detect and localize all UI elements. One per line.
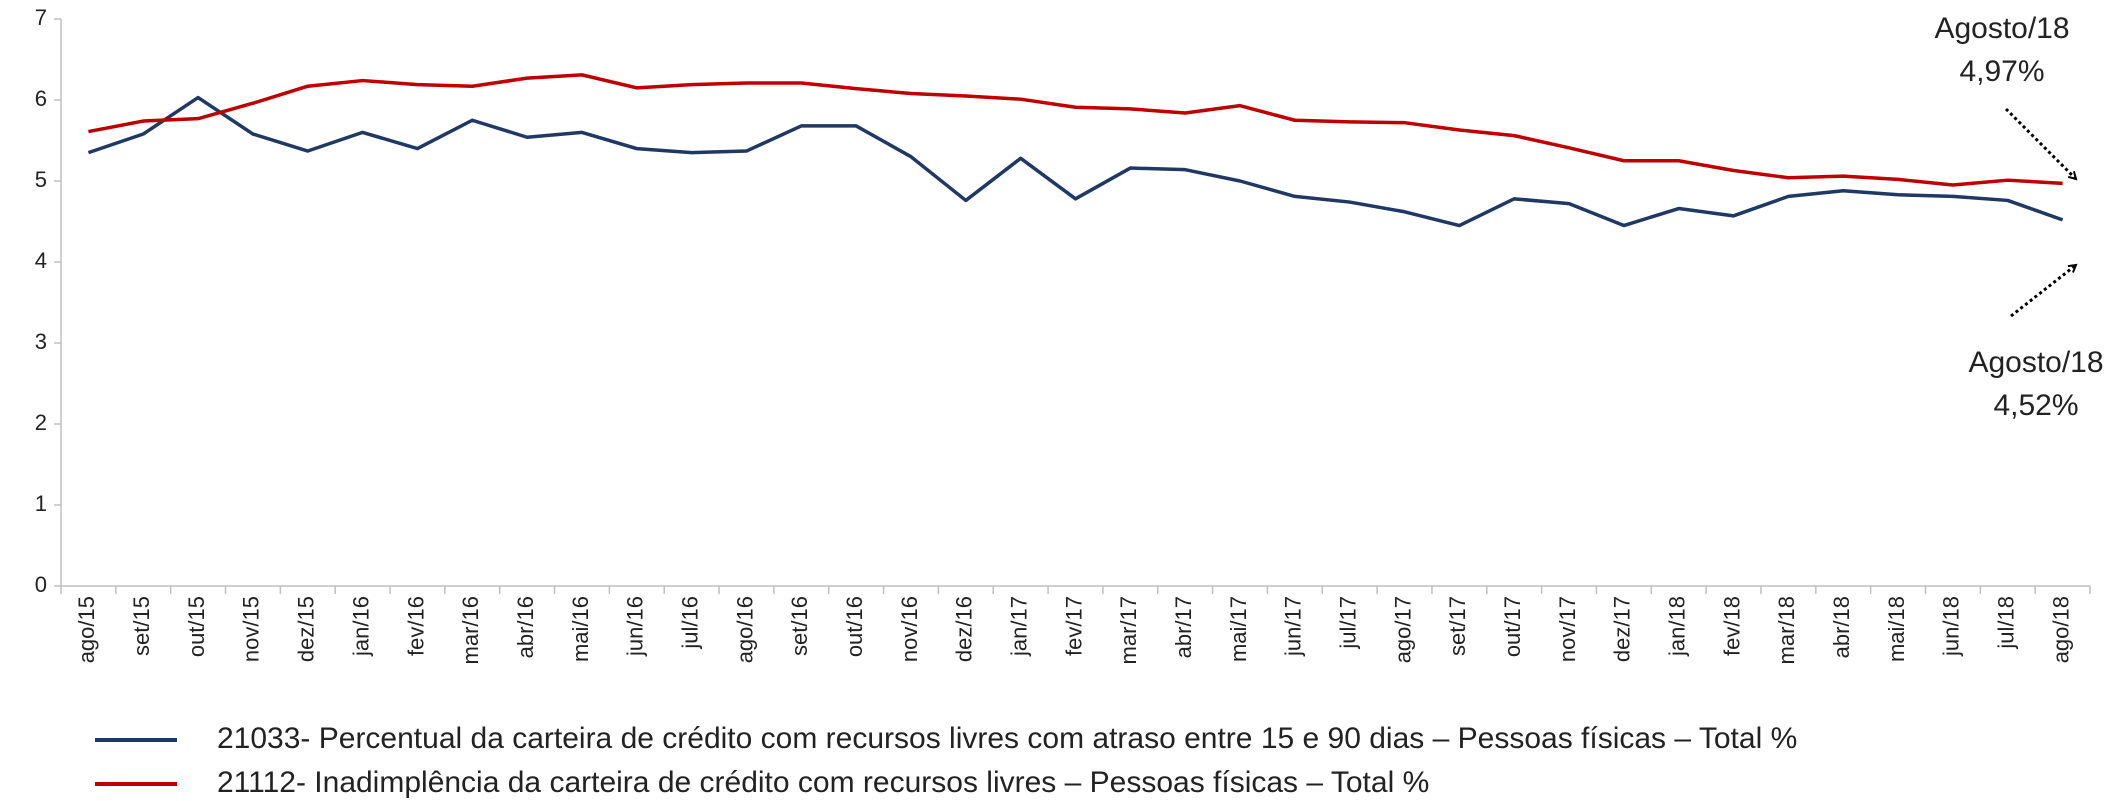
- x-tick-label: jul/18: [1994, 596, 2019, 650]
- x-tick-label: jan/17: [1006, 596, 1031, 657]
- x-tick-label: jun/18: [1939, 596, 1964, 657]
- x-tick-label: set/15: [129, 596, 154, 656]
- y-tick-label: 6: [35, 86, 47, 111]
- x-tick-label: nov/17: [1555, 596, 1580, 662]
- x-tick-label: jun/17: [1281, 596, 1306, 657]
- annotation-arrow: [2010, 265, 2076, 318]
- x-tick-label: out/16: [842, 596, 867, 657]
- x-tick-label: out/17: [1500, 596, 1525, 657]
- x-tick-label: abr/18: [1829, 596, 1854, 658]
- x-tick-label: mar/17: [1116, 596, 1141, 664]
- x-tick-label: abr/17: [1171, 596, 1196, 658]
- annotation: Agosto/18: [1934, 12, 2069, 45]
- y-tick-label: 7: [35, 5, 47, 30]
- x-tick-label: fev/17: [1061, 596, 1086, 656]
- legend-label: 21033- Percentual da carteira de crédito…: [217, 722, 1797, 755]
- y-tick-label: 0: [35, 572, 47, 597]
- x-tick-label: mar/16: [458, 596, 483, 664]
- legend-label: 21112- Inadimplência da carteira de créd…: [217, 766, 1429, 799]
- y-tick-label: 4: [35, 248, 47, 273]
- x-tick-label: mai/16: [568, 596, 593, 662]
- x-tick-label: jun/16: [623, 596, 648, 657]
- x-tick-label: ago/17: [1390, 596, 1415, 663]
- annotation: 4,97%: [1959, 55, 2044, 88]
- y-tick-label: 5: [35, 167, 47, 192]
- x-tick-label: out/15: [184, 596, 209, 657]
- x-tick-label: dez/15: [294, 596, 319, 662]
- y-tick-label: 1: [35, 491, 47, 516]
- x-tick-label: jul/16: [677, 596, 702, 650]
- x-tick-label: nov/15: [239, 596, 264, 662]
- annotation-arrow: [2004, 107, 2076, 179]
- x-tick-label: ago/15: [74, 596, 99, 663]
- x-tick-label: abr/16: [513, 596, 538, 658]
- x-tick-label: set/17: [1445, 596, 1470, 656]
- x-tick-label: nov/16: [897, 596, 922, 662]
- x-tick-label: fev/16: [403, 596, 428, 656]
- x-tick-label: mai/17: [1226, 596, 1251, 662]
- annotation: 4,52%: [1993, 389, 2078, 422]
- y-tick-label: 2: [35, 410, 47, 435]
- x-tick-label: jul/17: [1336, 596, 1361, 650]
- x-tick-label: fev/18: [1719, 596, 1744, 656]
- x-tick-label: ago/18: [2048, 596, 2073, 663]
- x-tick-label: mai/18: [1884, 596, 1909, 662]
- x-tick-label: ago/16: [732, 596, 757, 663]
- x-tick-label: mar/18: [1774, 596, 1799, 664]
- series-line: [87, 95, 2064, 228]
- x-tick-label: dez/17: [1610, 596, 1635, 662]
- x-tick-label: jan/18: [1665, 596, 1690, 657]
- y-tick-label: 3: [35, 329, 47, 354]
- x-tick-label: dez/16: [952, 596, 977, 662]
- annotation: Agosto/18: [1968, 346, 2103, 379]
- series-line: [88, 73, 2063, 187]
- x-tick-label: set/16: [787, 596, 812, 656]
- x-tick-label: jan/16: [348, 596, 373, 657]
